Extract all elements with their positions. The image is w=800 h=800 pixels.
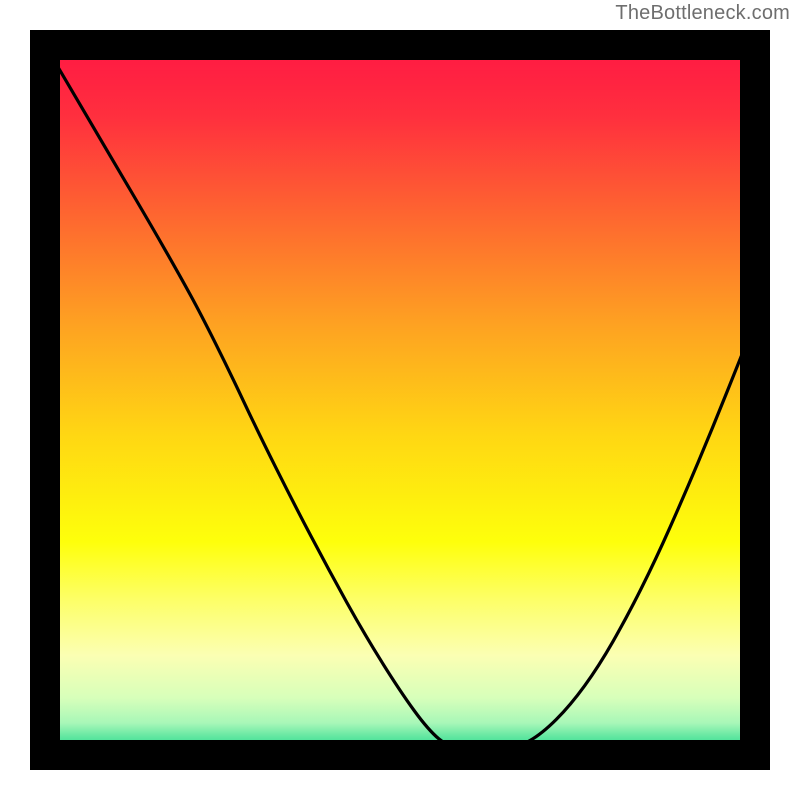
figure-root: TheBottleneck.com (0, 0, 800, 800)
bottleneck-chart (0, 0, 800, 800)
gradient-background (45, 45, 755, 755)
attribution-label: TheBottleneck.com (615, 2, 790, 25)
